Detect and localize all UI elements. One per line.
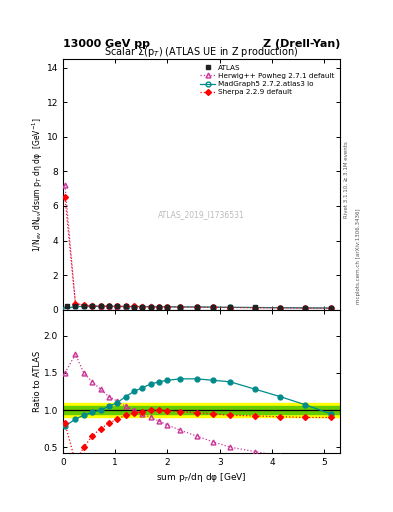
Legend: ATLAS, Herwig++ Powheg 2.7.1 default, MadGraph5 2.7.2.atlas3 lo, Sherpa 2.2.9 de: ATLAS, Herwig++ Powheg 2.7.1 default, Ma… [198,62,336,98]
Bar [63,407,340,414]
Title: Scalar Σ(p$_{T}$) (ATLAS UE in Z production): Scalar Σ(p$_{T}$) (ATLAS UE in Z product… [104,45,299,59]
Y-axis label: Ratio to ATLAS: Ratio to ATLAS [33,351,42,412]
Text: Rivet 3.1.10, ≥ 3.1M events: Rivet 3.1.10, ≥ 3.1M events [344,141,349,218]
X-axis label: sum p$_{T}$/dη dφ [GeV]: sum p$_{T}$/dη dφ [GeV] [156,471,247,484]
Text: Z (Drell-Yan): Z (Drell-Yan) [263,38,340,49]
Text: 13000 GeV pp: 13000 GeV pp [63,38,150,49]
Y-axis label: 1/N$_{ev}$ dN$_{ev}$/dsum p$_{T}$ dη dφ  [GeV$^{-1}$]: 1/N$_{ev}$ dN$_{ev}$/dsum p$_{T}$ dη dφ … [31,117,45,252]
Text: ATLAS_2019_I1736531: ATLAS_2019_I1736531 [158,210,245,219]
Bar [63,402,340,417]
Text: mcplots.cern.ch [arXiv:1306.3436]: mcplots.cern.ch [arXiv:1306.3436] [356,208,361,304]
